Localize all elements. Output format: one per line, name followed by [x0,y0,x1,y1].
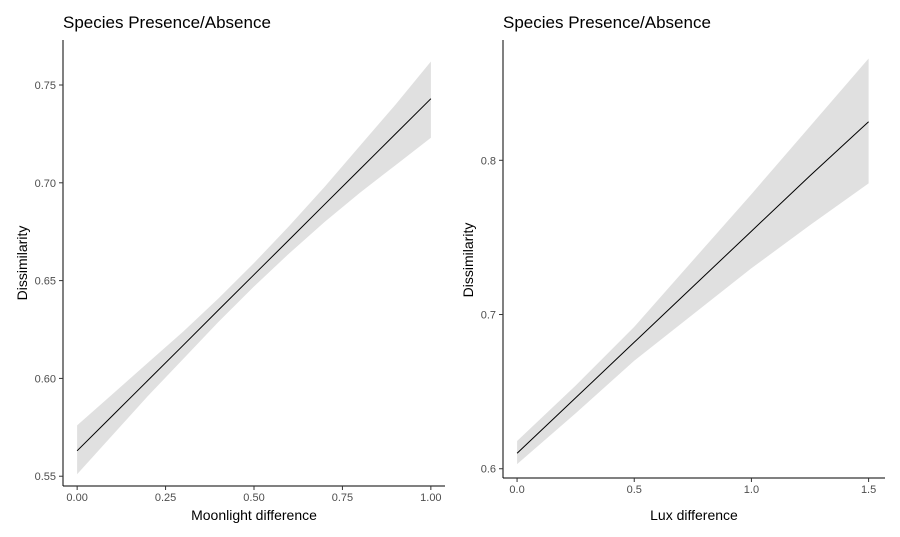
lux-confidence-band [517,58,869,465]
lux-x-ticks: 0.0 0.5 1.0 1.5 [509,478,876,496]
lux-y-tick-label: 0.6 [481,464,496,476]
lux-panel-title: Species Presence/Absence [503,13,711,32]
moonlight-fit-line-group [76,98,432,452]
lux-x-tick-label: 0.0 [509,484,524,496]
lux-fit-line-group [516,121,869,454]
moonlight-x-tick-label: 1.00 [420,492,441,504]
lux-x-axis-title: Lux difference [650,507,738,523]
moonlight-confidence-band-group [77,61,431,475]
lux-y-tick-label: 0.8 [481,155,496,167]
lux-x-tick-label: 1.0 [744,484,759,496]
lux-x-tick-label: 0.5 [627,484,642,496]
lux-y-tick-label: 0.7 [481,310,496,322]
moonlight-y-tick-label: 0.65 [35,276,56,288]
moonlight-confidence-band [77,61,431,475]
moonlight-panel: Species Presence/Absence 0.55 0.60 0.65 0.7… [14,13,445,523]
lux-fit-line [516,121,869,454]
moonlight-y-tick-label: 0.75 [35,80,56,92]
moonlight-x-tick-label: 0.00 [66,492,87,504]
moonlight-x-tick-label: 0.50 [243,492,264,504]
lux-panel: Species Presence/Absence 0.60.70.8 0.0 0.… [460,13,885,523]
moonlight-x-tick-label: 0.25 [155,492,176,504]
moonlight-y-ticks: 0.55 0.60 0.65 0.70 0.75 [35,80,63,483]
lux-y-ticks: 0.6 0.7 0.8 [481,155,503,476]
moonlight-y-tick-label: 0.60 [35,373,56,385]
moonlight-fit-line [76,98,432,452]
moonlight-x-ticks: 0.00 0.25 0.50 0.75 1.00 [66,486,442,504]
lux-y-axis-title: Dissimilarity [460,223,476,298]
moonlight-x-tick-label: 0.75 [332,492,353,504]
lux-confidence-band-group [517,58,869,465]
moonlight-y-tick-label: 0.70 [35,178,56,190]
lux-x-tick-label: 1.5 [861,484,876,496]
moonlight-y-axis-title: Dissimilarity [14,226,30,301]
moonlight-panel-title: Species Presence/Absence [63,13,271,32]
moonlight-y-tick-label: 0.55 [35,471,56,483]
moonlight-x-axis-title: Moonlight difference [191,507,317,523]
